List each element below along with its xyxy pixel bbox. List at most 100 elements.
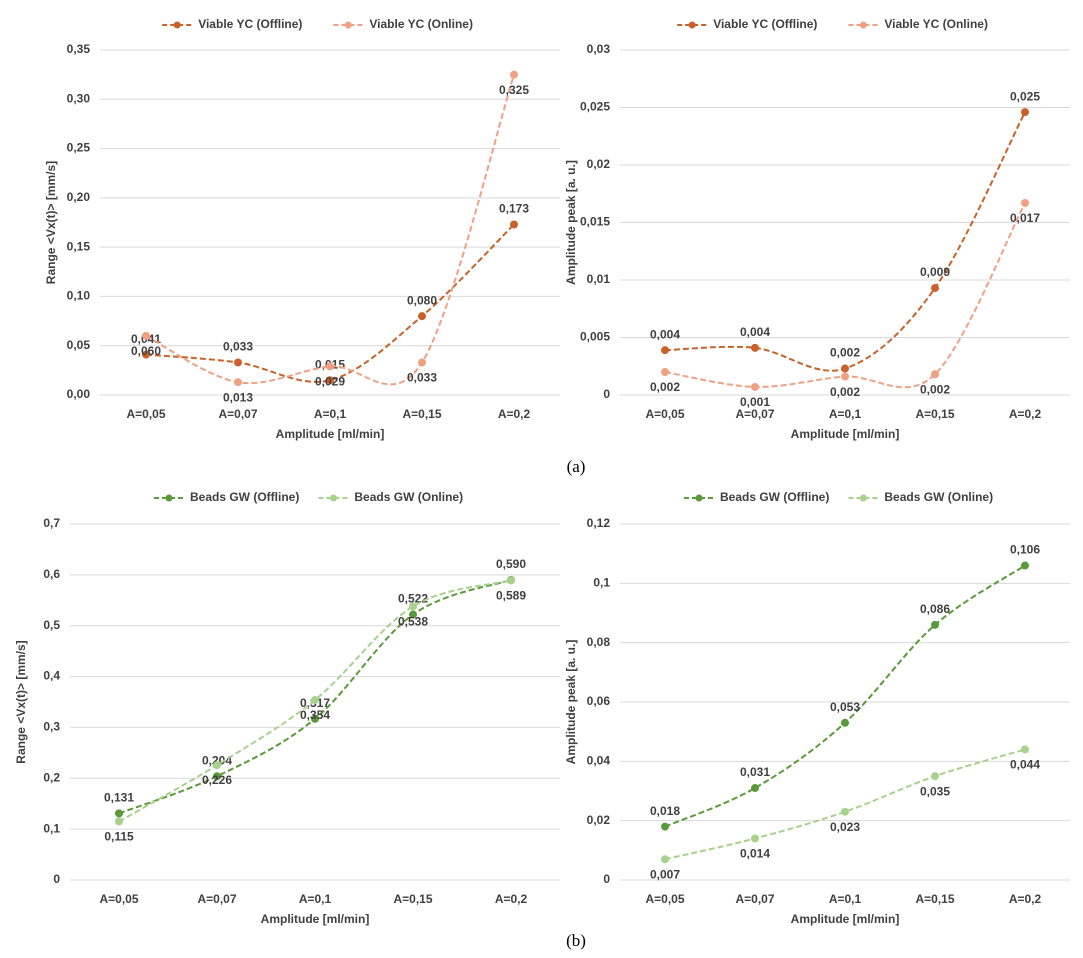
y-tick-label: 0,08 xyxy=(587,635,611,649)
data-point xyxy=(841,718,849,727)
series-line xyxy=(145,74,515,386)
data-point xyxy=(751,834,759,843)
data-label: 0,538 xyxy=(398,615,428,629)
data-label: 0,007 xyxy=(650,867,680,881)
data-point xyxy=(751,343,759,352)
y-axis-title: Range <Vx(t)> [mm/s] xyxy=(14,640,28,763)
data-label: 0,023 xyxy=(830,820,860,834)
x-tick-label: A=0,15 xyxy=(915,892,954,906)
data-label: 0,590 xyxy=(496,557,526,571)
legend-marker xyxy=(859,494,867,502)
data-point xyxy=(1021,561,1029,570)
data-point xyxy=(931,284,939,293)
data-point xyxy=(510,220,518,229)
data-point xyxy=(213,761,221,770)
x-tick-label: A=0,2 xyxy=(498,407,531,421)
x-tick-label: A=0,05 xyxy=(645,892,684,906)
x-tick-label: A=0,1 xyxy=(829,892,862,906)
y-axis-title: Amplitude peak [a. u.] xyxy=(564,160,578,285)
y-tick-label: 0 xyxy=(603,387,610,401)
data-label: 0,589 xyxy=(496,589,526,603)
y-tick-label: 0,35 xyxy=(67,42,91,56)
data-label: 0,002 xyxy=(650,380,680,394)
caption: (a) xyxy=(567,457,586,476)
x-tick-label: A=0,07 xyxy=(218,407,257,421)
x-axis-title: Amplitude [ml/min] xyxy=(791,427,900,441)
y-axis-title: Range <Vx(t)> [mm/s] xyxy=(44,161,58,284)
legend-label: Beads GW (Online) xyxy=(884,490,993,504)
legend-label: Beads GW (Online) xyxy=(354,490,463,504)
legend-label: Viable YC (Offline) xyxy=(713,17,817,31)
y-axis-title: Amplitude peak [a. u.] xyxy=(564,640,578,765)
series-line xyxy=(664,564,1026,828)
data-label: 0,053 xyxy=(830,700,860,714)
data-label: 0,002 xyxy=(830,346,860,360)
data-point xyxy=(661,368,669,376)
data-point xyxy=(115,809,123,818)
data-label: 0,033 xyxy=(223,340,253,354)
data-label: 0,002 xyxy=(920,382,950,396)
legend-marker xyxy=(173,21,181,29)
data-point xyxy=(841,372,849,381)
data-label: 0,001 xyxy=(740,395,770,409)
y-tick-label: 0,06 xyxy=(587,694,611,708)
legend-label: Beads GW (Offline) xyxy=(720,490,829,504)
x-tick-label: A=0,1 xyxy=(314,407,347,421)
series-line xyxy=(145,223,515,383)
data-label: 0,044 xyxy=(1010,758,1040,772)
x-tick-label: A=0,15 xyxy=(915,407,954,421)
data-point xyxy=(931,620,939,629)
data-label: 0,033 xyxy=(407,371,437,385)
data-label: 0,080 xyxy=(407,293,437,307)
data-label: 0,002 xyxy=(830,385,860,399)
y-tick-label: 0,025 xyxy=(580,100,610,114)
data-label: 0,060 xyxy=(131,344,161,358)
y-tick-label: 0,05 xyxy=(67,338,91,352)
series-line xyxy=(664,202,1026,389)
legend-marker xyxy=(859,21,867,29)
data-label: 0,014 xyxy=(740,847,770,861)
data-point xyxy=(234,378,242,387)
data-label: 0,017 xyxy=(1010,211,1040,225)
data-label: 0,031 xyxy=(740,765,770,779)
x-tick-label: A=0,2 xyxy=(1009,407,1042,421)
data-point xyxy=(234,358,242,367)
data-point xyxy=(409,610,417,619)
legend-marker xyxy=(344,21,352,29)
y-tick-label: 0,02 xyxy=(587,157,611,171)
x-axis-title: Amplitude [ml/min] xyxy=(276,427,385,441)
y-tick-label: 0,12 xyxy=(587,516,611,530)
y-tick-label: 0,7 xyxy=(43,516,60,530)
data-point xyxy=(931,772,939,781)
y-tick-label: 0,15 xyxy=(67,239,91,253)
x-tick-label: A=0,05 xyxy=(126,407,165,421)
data-point xyxy=(311,714,319,723)
y-tick-label: 0,4 xyxy=(43,669,60,683)
x-tick-label: A=0,05 xyxy=(99,892,138,906)
data-label: 0,029 xyxy=(315,375,345,389)
data-point xyxy=(841,364,849,373)
data-point xyxy=(326,362,334,371)
data-label: 0,131 xyxy=(104,791,134,805)
data-point xyxy=(931,370,939,379)
legend-label: Viable YC (Offline) xyxy=(198,17,302,31)
x-tick-label: A=0,07 xyxy=(735,407,774,421)
x-tick-label: A=0,07 xyxy=(735,892,774,906)
x-tick-label: A=0,07 xyxy=(197,892,236,906)
x-tick-label: A=0,1 xyxy=(829,407,862,421)
data-point xyxy=(1021,745,1029,754)
data-point xyxy=(751,382,759,391)
data-point xyxy=(115,817,123,826)
x-tick-label: A=0,2 xyxy=(1009,892,1042,906)
y-tick-label: 0,30 xyxy=(67,91,91,105)
legend-marker xyxy=(329,494,337,502)
data-point xyxy=(661,346,669,355)
y-tick-label: 0,25 xyxy=(67,141,91,155)
legend-marker xyxy=(165,494,173,502)
x-tick-label: A=0,15 xyxy=(402,407,441,421)
caption: (b) xyxy=(566,931,586,950)
data-point xyxy=(1021,108,1029,117)
data-point xyxy=(142,331,150,340)
data-point xyxy=(326,376,334,385)
legend-label: Viable YC (Online) xyxy=(884,17,988,31)
